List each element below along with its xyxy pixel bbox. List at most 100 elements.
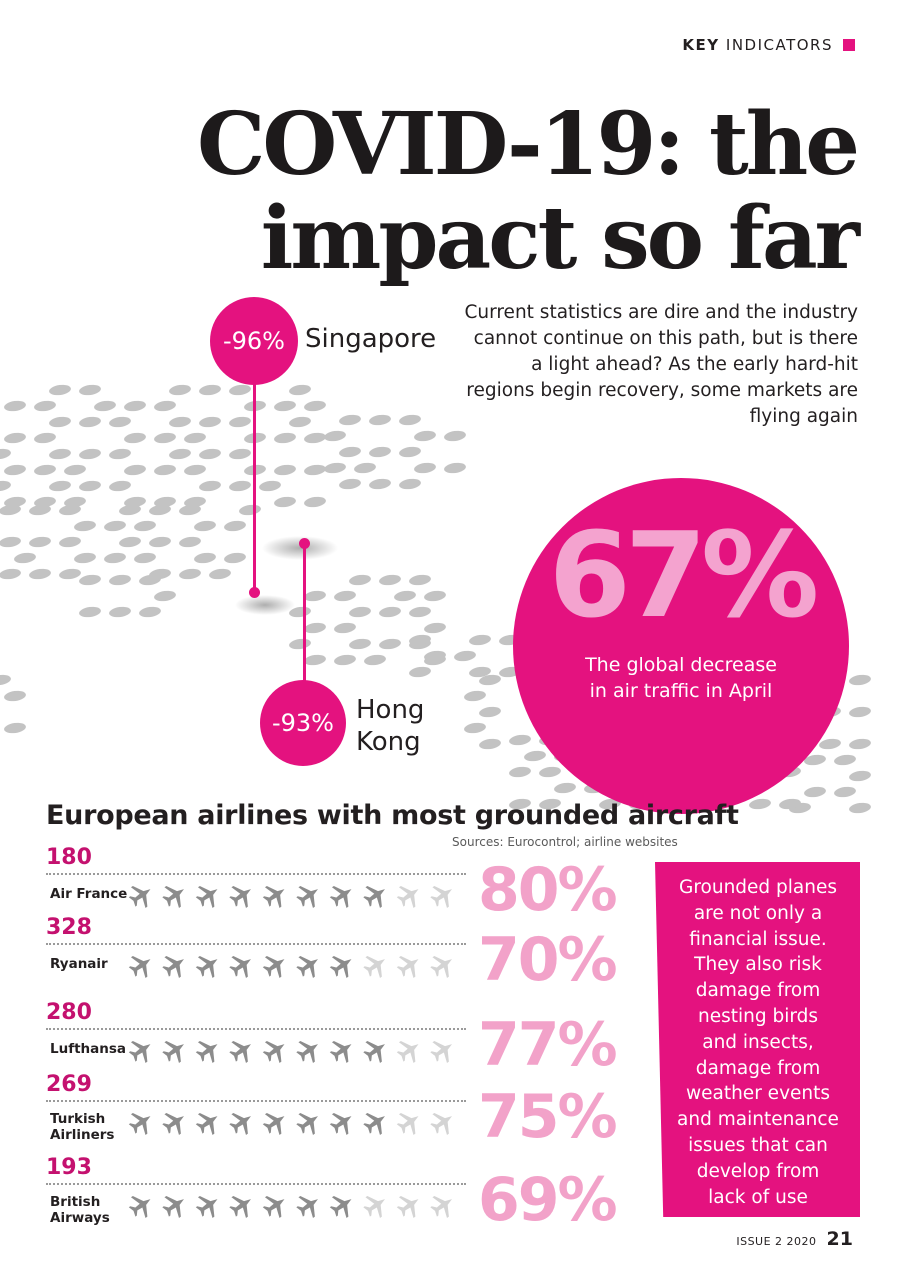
hongkong-label-line-2: Kong <box>356 727 421 757</box>
global-decrease-value: 67% <box>548 506 819 644</box>
plane-icon <box>363 1195 385 1219</box>
plane-icon <box>329 1040 352 1064</box>
airline-name-line-1: Ryanair <box>50 956 108 972</box>
airline-name-line-1: Air France <box>50 886 128 902</box>
plane-icon <box>128 1195 151 1219</box>
plane-icon <box>195 1195 218 1219</box>
caption-line-1: The global decrease <box>585 654 777 676</box>
plane-icon <box>128 955 151 979</box>
plane-icon <box>262 955 285 979</box>
side-note-line: nesting birds <box>697 1005 819 1027</box>
plane-icon <box>396 1040 419 1064</box>
side-note-line: damage from <box>695 980 821 1002</box>
airline-name-line-1: British <box>50 1194 101 1210</box>
chart-title: European airlines with most grounded air… <box>46 800 739 831</box>
hongkong-pin-line <box>303 543 306 683</box>
plane-icon <box>128 1040 151 1064</box>
airline-name: British Airways <box>50 1194 110 1226</box>
page-footer: ISSUE 2 2020 21 <box>736 1228 853 1250</box>
plane-icon <box>262 1040 285 1064</box>
plane-pictogram <box>128 955 452 979</box>
caption-line-2: in air traffic in April <box>589 680 773 702</box>
plane-icon <box>430 885 452 909</box>
plane-icon <box>162 1112 184 1136</box>
plane-icon <box>329 1195 352 1219</box>
plane-icon <box>430 1195 452 1219</box>
plane-icon <box>195 1112 218 1136</box>
airline-name: Lufthansa <box>50 1041 126 1057</box>
airline-name: Ryanair <box>50 956 108 972</box>
global-decrease-circle <box>513 478 849 814</box>
row-divider <box>46 1183 466 1185</box>
plane-icon <box>396 885 419 909</box>
plane-icon <box>396 955 419 979</box>
side-note-line: lack of use <box>708 1186 808 1208</box>
plane-icon <box>162 885 184 909</box>
plane-icon <box>229 1195 251 1219</box>
grounded-count: 269 <box>46 1072 92 1097</box>
side-note-line: weather events <box>685 1083 831 1105</box>
grounded-percent: 75% <box>478 1082 618 1152</box>
plane-icon <box>162 1040 184 1064</box>
plane-icon <box>262 885 285 909</box>
plane-icon <box>296 1112 318 1136</box>
grounded-count: 193 <box>46 1155 92 1180</box>
airline-name-line-1: Turkish <box>50 1111 106 1127</box>
plane-icon <box>229 1112 251 1136</box>
side-note-box <box>655 862 860 1217</box>
section-kicker: KEY INDICATORS <box>682 36 855 54</box>
row-divider <box>46 1100 466 1102</box>
grounded-percent: 77% <box>478 1010 618 1080</box>
singapore-stat-badge: -96% <box>210 297 298 385</box>
title-line-1: COVID-19: the <box>196 94 860 195</box>
plane-icon <box>262 1195 285 1219</box>
plane-icon <box>430 1040 452 1064</box>
side-note-line: are not only a <box>693 902 823 924</box>
plane-icon <box>363 1112 385 1136</box>
chart-source: Sources: Eurocontrol; airline websites <box>452 835 678 849</box>
grounded-percent: 80% <box>478 855 618 925</box>
hongkong-label: Hong Kong <box>356 694 424 758</box>
plane-icon <box>229 885 251 909</box>
row-divider <box>46 873 466 875</box>
side-note-line: and maintenance <box>677 1109 839 1131</box>
singapore-value: -96% <box>222 327 285 355</box>
page-number: 21 <box>826 1228 853 1250</box>
plane-icon <box>296 1040 318 1064</box>
side-note-line: financial issue. <box>689 928 827 950</box>
side-note-line: damage from <box>695 1057 821 1079</box>
side-note-text: Grounded planes are not only a financial i… <box>663 875 853 1210</box>
plane-icon <box>128 1112 151 1136</box>
plane-icon <box>229 955 251 979</box>
side-note-line: develop from <box>696 1160 820 1182</box>
kicker-bold: KEY <box>682 36 720 54</box>
plane-icon <box>229 1040 251 1064</box>
airline-name-line-1: Lufthansa <box>50 1041 127 1057</box>
grounded-count: 180 <box>46 845 92 870</box>
plane-icon <box>195 1040 218 1064</box>
side-note-line: and insects, <box>702 1031 814 1053</box>
intro-text: Current statistics are dire and the indu… <box>464 302 858 427</box>
row-divider <box>46 1028 466 1030</box>
plane-pictogram <box>128 1195 452 1219</box>
plane-icon <box>329 1112 352 1136</box>
issue-label: ISSUE 2 2020 <box>736 1235 817 1248</box>
plane-icon <box>195 955 218 979</box>
kicker-rest: INDICATORS <box>725 36 833 54</box>
singapore-label: Singapore <box>305 324 437 354</box>
plane-icon <box>363 955 385 979</box>
plane-icon <box>430 955 452 979</box>
grounded-percent: 70% <box>478 925 618 995</box>
kicker-square-icon <box>843 39 855 51</box>
plane-icon <box>296 955 318 979</box>
grounded-percent: 69% <box>478 1165 618 1235</box>
grounded-count: 328 <box>46 915 92 940</box>
side-note-line: They also risk <box>694 954 822 976</box>
plane-icon <box>262 1112 285 1136</box>
plane-icon <box>128 885 151 909</box>
hongkong-pin-dot <box>299 538 310 549</box>
global-decrease-caption: The global decrease in air traffic in Ap… <box>533 652 829 704</box>
hongkong-label-line-1: Hong <box>356 695 425 725</box>
airline-name-line-2: Airliners <box>50 1127 115 1143</box>
plane-icon <box>396 1195 419 1219</box>
